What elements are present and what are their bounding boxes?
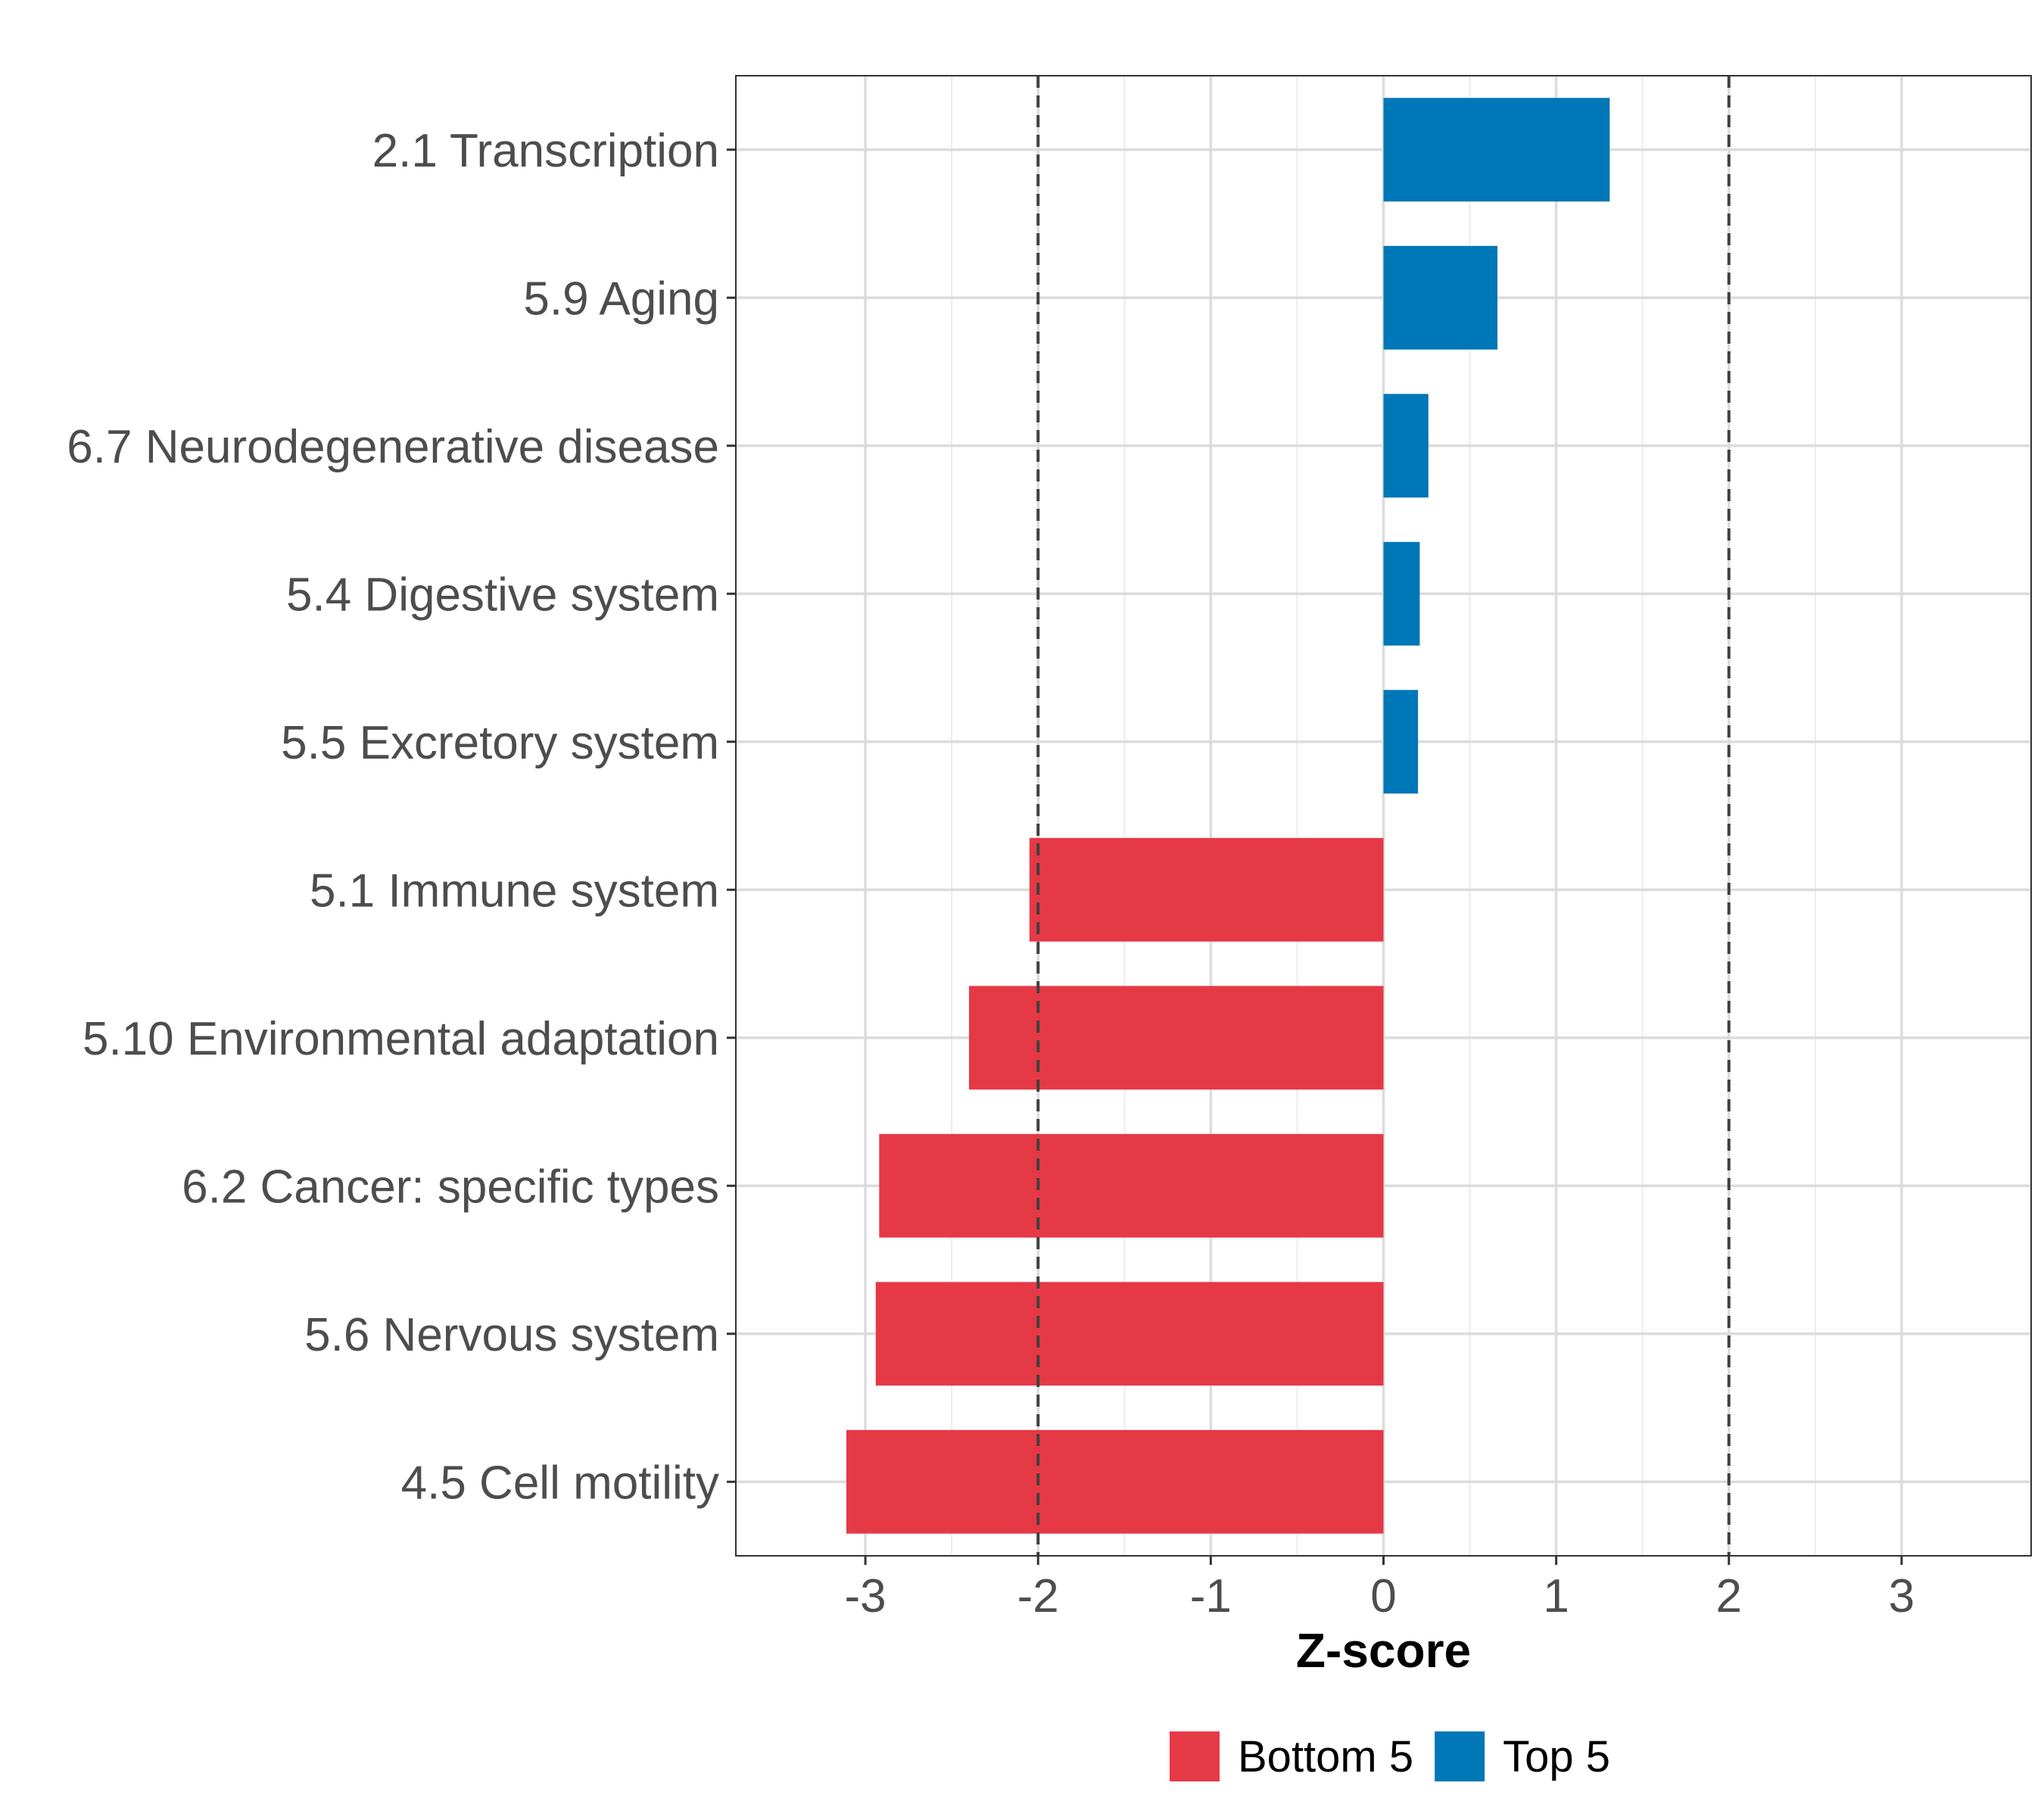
- x-tick-label: 0: [1370, 1570, 1396, 1622]
- bar: [968, 986, 1384, 1090]
- legend-label: Bottom 5: [1238, 1732, 1413, 1781]
- legend-swatch: [1435, 1731, 1485, 1781]
- x-axis: -3 -2 -1 0 1 2 3: [845, 1556, 1915, 1622]
- x-tick-label: -2: [1017, 1570, 1059, 1622]
- y-tick-label: 6.2 Cancer: specific types: [182, 1161, 719, 1213]
- y-tick-label: 5.1 Immune system: [310, 865, 719, 917]
- x-tick-label: -3: [845, 1570, 886, 1622]
- x-tick-label: 1: [1543, 1570, 1569, 1622]
- bar: [1383, 690, 1419, 794]
- reference-lines: [1036, 76, 1731, 1556]
- bar: [1383, 541, 1420, 646]
- x-tick-label: 2: [1716, 1570, 1742, 1622]
- bar: [1383, 394, 1429, 498]
- y-tick-label: 5.6 Nervous system: [304, 1309, 719, 1361]
- x-axis-title: Z-score: [1296, 1623, 1471, 1678]
- bar: [1029, 837, 1384, 942]
- y-axis: 2.1 Transcription 5.9 Aging 6.7 Neurodegen…: [67, 125, 736, 1509]
- y-tick-label: 6.7 Neurodegenerative disease: [67, 421, 719, 473]
- y-tick-label: 5.4 Digestive system: [286, 569, 719, 621]
- legend-label: Top 5: [1503, 1732, 1610, 1781]
- y-tick-label: 4.5 Cell motility: [401, 1457, 719, 1509]
- y-tick-label: 5.10 Environmental adaptation: [83, 1013, 719, 1065]
- x-tick-label: 3: [1889, 1570, 1915, 1622]
- bar: [1383, 245, 1498, 350]
- y-tick-label: 2.1 Transcription: [372, 125, 719, 177]
- y-tick-label: 5.5 Excretory system: [281, 717, 719, 769]
- bar: [1383, 98, 1610, 202]
- bar: [846, 1429, 1384, 1534]
- x-tick-label: -1: [1190, 1570, 1232, 1622]
- legend-swatch: [1170, 1731, 1220, 1781]
- bar: [875, 1282, 1384, 1386]
- bar: [879, 1133, 1384, 1238]
- y-tick-label: 5.9 Aging: [523, 273, 719, 325]
- legend: Bottom 5 Top 5: [1170, 1731, 1610, 1781]
